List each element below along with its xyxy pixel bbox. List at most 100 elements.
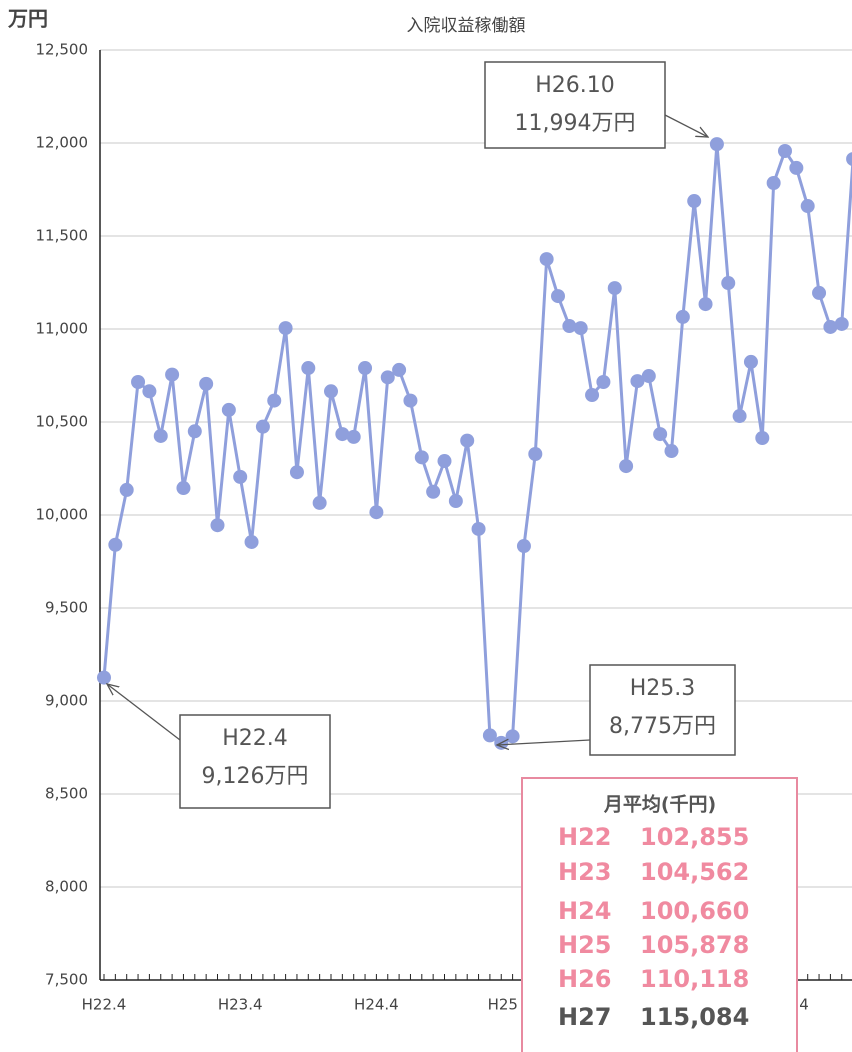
summary-value: 100,660 (640, 897, 749, 925)
summary-value: 102,855 (640, 823, 749, 851)
data-point (97, 670, 111, 685)
y-unit: 万円 (7, 7, 48, 31)
data-point (165, 367, 180, 382)
summary-title: 月平均(千円) (603, 793, 716, 816)
x-tick-label: H22.4 (82, 996, 127, 1014)
y-tick-label: 10,500 (36, 413, 89, 431)
summary-year: H25 (558, 931, 611, 959)
data-point (755, 430, 770, 445)
data-point (346, 429, 361, 444)
x-tick-label: H24.4 (354, 996, 399, 1014)
callout-text: H25.3 (630, 676, 696, 701)
data-point (289, 465, 304, 480)
callout-text: 9,126万円 (202, 764, 309, 789)
data-point (403, 393, 418, 408)
data-point (312, 495, 327, 510)
series-line (102, 143, 852, 745)
data-point (369, 505, 384, 520)
data-point (539, 252, 554, 267)
data-point (641, 369, 656, 384)
data-point (471, 521, 486, 536)
data-point (630, 374, 645, 389)
data-point (721, 276, 736, 291)
summary-year: H22 (558, 823, 611, 851)
data-point (358, 361, 373, 376)
y-tick-label: 12,000 (36, 134, 89, 152)
data-point (812, 285, 827, 300)
data-point (607, 281, 622, 296)
x-tick-label: H25 (488, 996, 518, 1014)
callout-text: H22.4 (222, 726, 288, 751)
data-point (505, 729, 520, 744)
x-tick-label: H23.4 (218, 996, 263, 1014)
data-point (448, 494, 463, 509)
y-tick-label: 9,000 (45, 692, 88, 710)
summary-value: 110,118 (640, 965, 749, 993)
summary-value: 104,562 (640, 858, 749, 886)
data-point (585, 388, 600, 403)
callout-box (484, 61, 666, 149)
data-point (210, 518, 225, 533)
summary-year: H27 (558, 1003, 611, 1031)
y-tick-label: 9,500 (45, 599, 88, 617)
data-point (414, 450, 429, 465)
data-point (823, 319, 838, 334)
y-tick-label: 11,000 (36, 320, 89, 338)
callout-arrow (664, 114, 708, 137)
y-tick-label: 7,500 (45, 971, 88, 989)
data-point (698, 297, 713, 312)
data-point (709, 137, 724, 152)
data-point (131, 375, 146, 390)
callout-box (179, 714, 331, 809)
data-point (766, 175, 781, 190)
data-point (142, 384, 157, 399)
summary-box (521, 777, 798, 1052)
y-tick-label: 12,500 (36, 41, 89, 59)
x-tick-label: 4 (799, 996, 809, 1014)
data-point (437, 454, 452, 469)
data-point (324, 384, 338, 399)
summary-year: H24 (558, 897, 611, 925)
data-point (789, 160, 804, 175)
data-point (482, 728, 497, 743)
data-point (800, 199, 815, 214)
data-point (596, 375, 611, 390)
y-tick-label: 8,000 (45, 878, 88, 896)
data-point (516, 539, 531, 554)
data-point (199, 376, 214, 391)
data-point (528, 446, 543, 461)
data-point (846, 152, 852, 166)
y-tick-label: 10,000 (36, 506, 89, 524)
data-point (732, 409, 747, 424)
data-point (119, 482, 134, 497)
callout-text: 11,994万円 (515, 111, 636, 136)
callout-box (589, 664, 736, 756)
callout-text: H26.10 (535, 73, 615, 98)
data-point (301, 361, 316, 376)
data-point (675, 309, 690, 324)
data-point (392, 362, 407, 377)
data-point (380, 370, 395, 385)
data-point (562, 319, 577, 334)
data-point (153, 428, 168, 443)
data-point (664, 444, 679, 459)
data-point (743, 354, 758, 369)
y-tick-label: 11,500 (36, 227, 89, 245)
data-point (653, 427, 668, 442)
chart-title: 入院収益稼働額 (407, 16, 526, 36)
data-point (278, 321, 293, 336)
callout-text: 8,775万円 (609, 714, 716, 739)
data-point (187, 424, 202, 439)
summary-year: H26 (558, 965, 611, 993)
data-point (108, 537, 123, 552)
data-point (255, 419, 270, 434)
data-point (335, 427, 350, 442)
data-point (460, 433, 475, 448)
data-point (233, 469, 248, 484)
data-point (834, 316, 849, 331)
summary-value: 105,878 (640, 931, 749, 959)
data-point (426, 484, 441, 499)
callout-arrow (497, 740, 591, 745)
data-point (551, 289, 565, 304)
